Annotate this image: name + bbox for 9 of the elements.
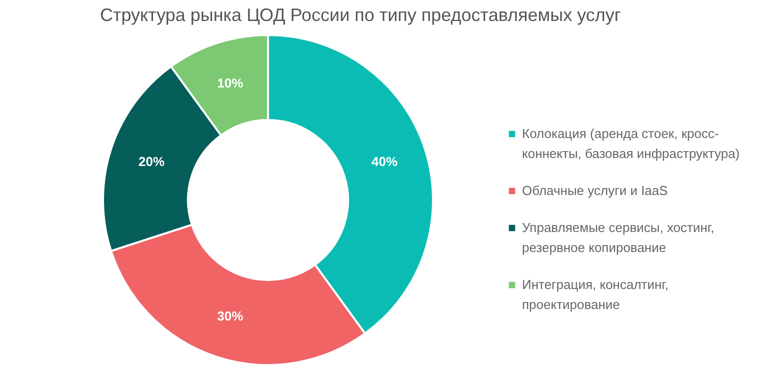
legend-label: Управляемые сервисы, хостинг, резервное копирование	[522, 220, 714, 255]
data-label: 30%	[217, 308, 244, 324]
legend-label: Колокация (аренда стоек, кросс-коннекты, базовая инфраструктура)	[522, 126, 740, 161]
legend-label: Облачные услуги и IaaS	[522, 183, 668, 198]
legend-label: Интеграция, консалтинг, проектирование	[522, 277, 668, 312]
data-label: 10%	[217, 75, 244, 90]
data-label: 40%	[371, 154, 398, 170]
data-label: 20%	[138, 154, 165, 170]
chart-title: Структура рынка ЦОД России по типу предоставляемых услуг	[100, 5, 622, 25]
